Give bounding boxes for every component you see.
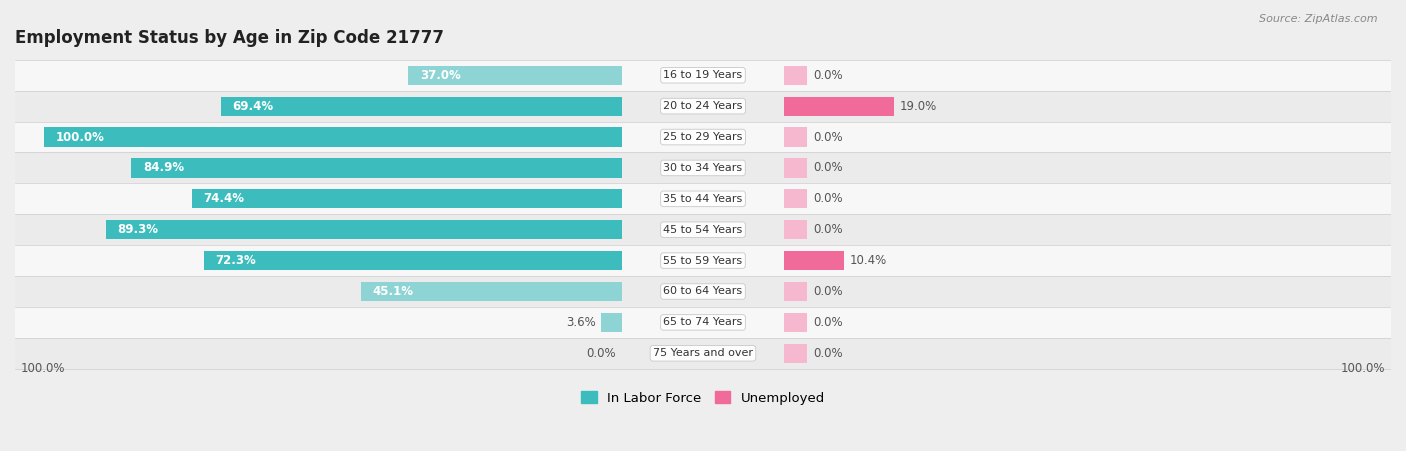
Text: 0.0%: 0.0%: [813, 69, 842, 82]
Bar: [361, 282, 621, 301]
Bar: [785, 313, 807, 332]
FancyBboxPatch shape: [15, 91, 1391, 122]
Bar: [785, 344, 807, 363]
Text: 74.4%: 74.4%: [204, 192, 245, 205]
Text: 65 to 74 Years: 65 to 74 Years: [664, 318, 742, 327]
Bar: [191, 189, 621, 208]
FancyBboxPatch shape: [15, 60, 1391, 91]
FancyBboxPatch shape: [15, 214, 1391, 245]
Text: 0.0%: 0.0%: [813, 223, 842, 236]
Text: 16 to 19 Years: 16 to 19 Years: [664, 70, 742, 80]
Bar: [785, 251, 844, 270]
FancyBboxPatch shape: [15, 307, 1391, 338]
Text: 55 to 59 Years: 55 to 59 Years: [664, 256, 742, 266]
FancyBboxPatch shape: [15, 276, 1391, 307]
Text: 0.0%: 0.0%: [813, 285, 842, 298]
Text: 35 to 44 Years: 35 to 44 Years: [664, 194, 742, 204]
Bar: [204, 251, 621, 270]
Bar: [408, 66, 621, 85]
Text: 30 to 34 Years: 30 to 34 Years: [664, 163, 742, 173]
Text: 89.3%: 89.3%: [117, 223, 159, 236]
Legend: In Labor Force, Unemployed: In Labor Force, Unemployed: [575, 386, 831, 410]
Bar: [602, 313, 621, 332]
Bar: [785, 158, 807, 178]
Text: 69.4%: 69.4%: [232, 100, 274, 113]
FancyBboxPatch shape: [15, 152, 1391, 184]
Text: 100.0%: 100.0%: [1341, 362, 1385, 375]
Text: 0.0%: 0.0%: [813, 192, 842, 205]
Text: 100.0%: 100.0%: [21, 362, 65, 375]
FancyBboxPatch shape: [15, 245, 1391, 276]
Bar: [785, 97, 894, 116]
Text: 100.0%: 100.0%: [55, 130, 104, 143]
Bar: [785, 282, 807, 301]
Bar: [785, 66, 807, 85]
Text: 45 to 54 Years: 45 to 54 Years: [664, 225, 742, 235]
Text: 19.0%: 19.0%: [900, 100, 936, 113]
Text: Source: ZipAtlas.com: Source: ZipAtlas.com: [1260, 14, 1378, 23]
Text: 45.1%: 45.1%: [373, 285, 413, 298]
Text: 20 to 24 Years: 20 to 24 Years: [664, 101, 742, 111]
Text: 60 to 64 Years: 60 to 64 Years: [664, 286, 742, 296]
Text: 0.0%: 0.0%: [813, 316, 842, 329]
Text: 10.4%: 10.4%: [849, 254, 887, 267]
FancyBboxPatch shape: [15, 122, 1391, 152]
Text: 84.9%: 84.9%: [143, 161, 184, 175]
Bar: [44, 128, 621, 147]
Text: 25 to 29 Years: 25 to 29 Years: [664, 132, 742, 142]
Text: 72.3%: 72.3%: [215, 254, 256, 267]
Bar: [785, 220, 807, 239]
Text: 0.0%: 0.0%: [586, 347, 616, 360]
FancyBboxPatch shape: [15, 338, 1391, 369]
Text: Employment Status by Age in Zip Code 21777: Employment Status by Age in Zip Code 217…: [15, 28, 444, 46]
Text: 3.6%: 3.6%: [565, 316, 596, 329]
Bar: [131, 158, 621, 178]
Text: 75 Years and over: 75 Years and over: [652, 348, 754, 358]
Text: 37.0%: 37.0%: [420, 69, 460, 82]
FancyBboxPatch shape: [15, 184, 1391, 214]
Text: 0.0%: 0.0%: [813, 161, 842, 175]
Text: 0.0%: 0.0%: [813, 347, 842, 360]
Bar: [105, 220, 621, 239]
Bar: [785, 128, 807, 147]
Bar: [785, 189, 807, 208]
Text: 0.0%: 0.0%: [813, 130, 842, 143]
Bar: [221, 97, 621, 116]
